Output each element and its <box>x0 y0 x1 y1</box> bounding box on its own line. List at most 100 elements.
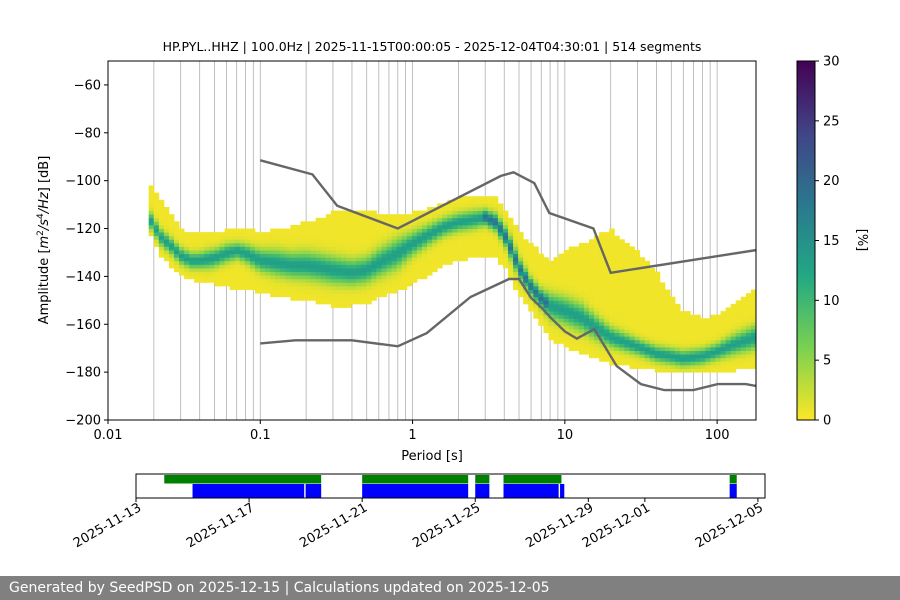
colorbar-tick-label: 0 <box>823 414 831 429</box>
psd-cell <box>583 271 590 276</box>
psd-cell <box>497 203 504 208</box>
psd-cell <box>467 239 473 244</box>
psd-cell <box>745 311 752 316</box>
psd-cell <box>745 339 752 344</box>
psd-cell <box>477 224 484 229</box>
psd-cell <box>664 343 671 348</box>
psd-cell <box>502 224 509 229</box>
psd-cell <box>634 318 640 323</box>
psd-cell <box>265 239 271 244</box>
psd-cell <box>735 343 742 348</box>
psd-cell <box>649 364 656 369</box>
psd-cell <box>588 332 595 337</box>
psd-cell <box>356 268 362 273</box>
psd-cell <box>330 224 337 229</box>
colorbar-tick-label: 25 <box>823 114 840 129</box>
psd-cell <box>477 235 484 240</box>
psd-cell <box>735 364 742 369</box>
psd-cell <box>341 260 347 265</box>
psd-cell <box>639 364 646 369</box>
psd-cell <box>528 257 534 262</box>
psd-cell <box>229 239 236 244</box>
psd-cell <box>381 285 387 290</box>
psd-cell <box>472 210 479 215</box>
psd-cell <box>745 354 752 359</box>
psd-cell <box>356 232 362 237</box>
psd-cell <box>614 347 620 351</box>
psd-cell <box>664 325 671 330</box>
psd-cell <box>239 285 246 290</box>
psd-cell <box>376 235 382 240</box>
psd-cell <box>173 260 180 265</box>
psd-cell <box>639 289 646 294</box>
psd-cell <box>366 221 372 226</box>
psd-cell <box>518 246 524 251</box>
psd-cell <box>619 329 625 334</box>
psd-cell <box>335 239 342 244</box>
psd-cell <box>265 271 271 276</box>
psd-cell <box>163 232 170 237</box>
psd-cell <box>558 278 565 283</box>
psd-cell <box>528 282 534 287</box>
psd-cell <box>351 278 357 283</box>
psd-cell <box>401 264 408 269</box>
psd-cell <box>244 242 251 247</box>
psd-cell <box>194 257 200 262</box>
psd-cell <box>275 246 281 251</box>
psd-cell <box>518 285 524 290</box>
psd-cell <box>745 350 752 355</box>
psd-cell <box>260 257 266 262</box>
psd-cell <box>508 250 514 255</box>
psd-cell <box>381 214 387 219</box>
psd-cell <box>553 271 560 276</box>
psd-cell <box>179 257 185 262</box>
psd-cell <box>568 347 575 351</box>
psd-cell <box>553 275 560 280</box>
psd-cell <box>583 303 590 308</box>
psd-cell <box>194 239 200 244</box>
psd-cell <box>371 210 377 215</box>
psd-cell <box>553 311 560 316</box>
psd-cell <box>487 242 494 247</box>
psd-cell <box>386 264 393 269</box>
psd-cell <box>421 253 428 258</box>
psd-cell <box>740 354 747 359</box>
psd-cell <box>295 239 301 244</box>
psd-cell <box>194 250 200 255</box>
psd-cell <box>573 296 580 301</box>
psd-cell <box>614 250 620 255</box>
psd-cell <box>553 332 560 337</box>
psd-cell <box>351 242 357 247</box>
psd-cell <box>583 242 590 247</box>
psd-cell <box>735 321 742 326</box>
psd-cell <box>381 224 387 229</box>
psd-cell <box>239 268 246 273</box>
psd-cell <box>624 343 630 348</box>
psd-cell <box>594 268 600 273</box>
psd-cell <box>421 268 428 273</box>
psd-cell <box>700 339 706 344</box>
psd-cell <box>401 246 408 251</box>
psd-cell <box>599 278 605 283</box>
psd-cell <box>356 282 362 287</box>
psd-cell <box>700 350 706 355</box>
psd-cell <box>270 260 276 265</box>
psd-cell <box>548 329 554 334</box>
psd-cell <box>604 239 610 244</box>
psd-cell <box>249 282 256 287</box>
psd-cell <box>629 361 635 366</box>
psd-cell <box>669 303 676 308</box>
psd-cell <box>351 217 357 222</box>
psd-cell <box>305 253 312 258</box>
psd-cell <box>371 235 377 240</box>
psd-cell <box>416 268 423 273</box>
psd-cell <box>346 275 352 280</box>
psd-cell <box>725 357 732 362</box>
psd-cell <box>594 339 600 344</box>
psd-cell <box>153 210 160 215</box>
psd-cell <box>675 347 681 351</box>
psd-cell <box>371 260 377 265</box>
psd-cell <box>568 314 575 319</box>
psd-cell <box>280 293 286 298</box>
psd-cell <box>659 361 666 366</box>
